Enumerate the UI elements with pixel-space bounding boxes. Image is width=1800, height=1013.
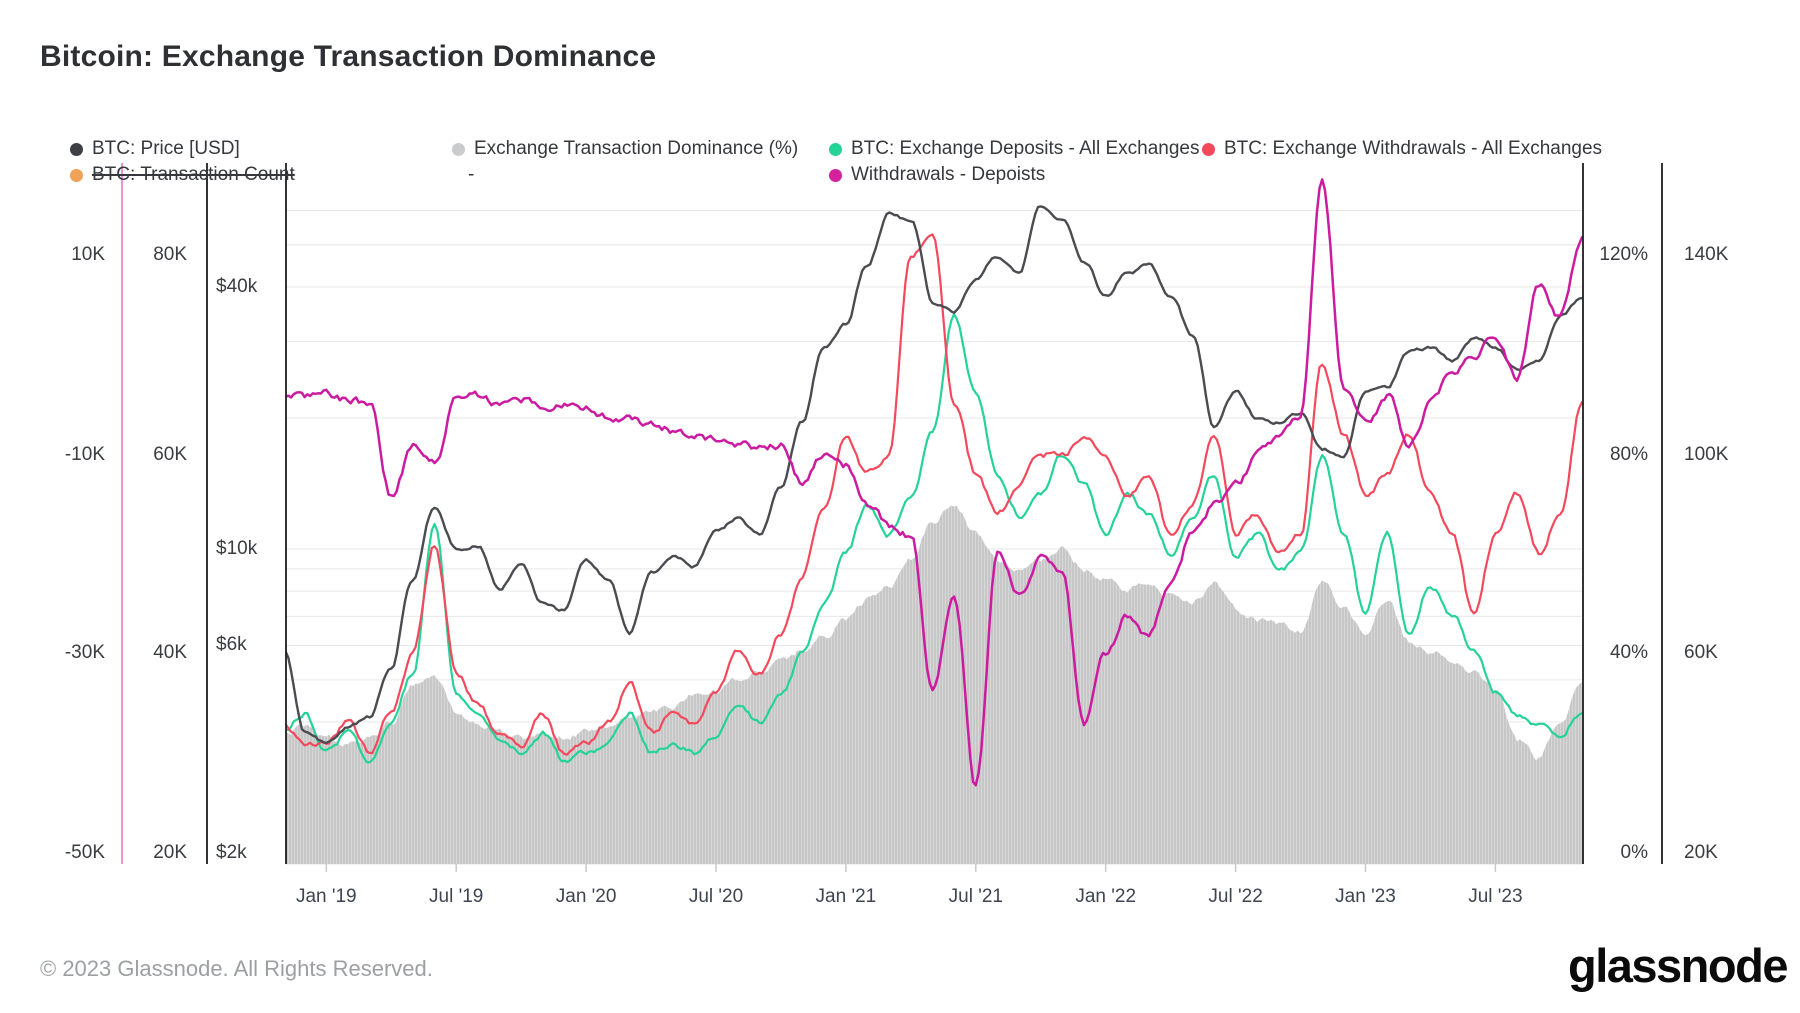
legend-dot-icon — [70, 142, 83, 156]
axis-price-label: $40k — [216, 276, 258, 298]
legend-item-1-1[interactable]: - — [468, 164, 474, 186]
legend-item-1-0[interactable]: BTC: Transaction Count — [70, 164, 295, 186]
axis-left-count-label: 40K — [153, 642, 187, 663]
axis-right-pct-label: 120% — [1599, 244, 1648, 265]
axis-left-delta-label: 10K — [71, 244, 105, 265]
legend-item-label: Exchange Transaction Dominance (%) — [474, 138, 799, 159]
legend-item-0-3[interactable]: BTC: Exchange Withdrawals - All Exchange… — [1202, 138, 1602, 160]
axis-price-label: $2k — [216, 842, 247, 863]
legend-item-label: Withdrawals - Depoists — [851, 164, 1046, 185]
axis-right-count-label: 100K — [1684, 444, 1729, 465]
glassnode-logo: glassnode — [1568, 939, 1788, 992]
x-axis-tick-label: Jul '22 — [1208, 886, 1263, 907]
axis-left-count-label: 20K — [153, 842, 187, 863]
axis-right-pct-label: 0% — [1620, 842, 1648, 863]
axis-left-delta-label: -50K — [64, 842, 105, 863]
x-axis-tick-label: Jan '21 — [815, 886, 877, 907]
x-axis-tick-label: Jul '23 — [1468, 886, 1523, 907]
axis-right-count-label: 20K — [1684, 842, 1718, 863]
axis-left-count-label: 60K — [153, 444, 187, 465]
x-axis-tick-label: Jan '20 — [555, 886, 617, 907]
legend-item-label: - — [468, 164, 475, 185]
legend-item-label: BTC: Price [USD] — [92, 138, 240, 159]
legend-item-0-1[interactable]: Exchange Transaction Dominance (%) — [452, 138, 798, 160]
axis-left-count-label: 80K — [153, 244, 187, 265]
axis-right-count-label: 140K — [1684, 244, 1729, 265]
axis-left-delta-label: -10K — [64, 444, 105, 465]
legend-item-1-2[interactable]: Withdrawals - Depoists — [829, 164, 1045, 186]
page-title: Bitcoin: Exchange Transaction Dominance — [40, 40, 657, 73]
axis-right-pct-label: 80% — [1609, 444, 1648, 465]
axis-left-delta-label: -30K — [64, 642, 105, 663]
x-axis-tick-label: Jan '23 — [1335, 886, 1396, 907]
x-axis-tick-label: Jul '19 — [429, 886, 484, 907]
legend-item-label: BTC: Exchange Deposits - All Exchanges — [851, 138, 1200, 159]
legend-dot-icon — [452, 142, 465, 156]
x-axis-tick-label: Jul '20 — [688, 886, 744, 907]
x-axis-tick-label: Jan '22 — [1075, 886, 1137, 907]
legend-dot-icon — [829, 142, 842, 156]
legend-dot-icon — [829, 168, 842, 182]
legend-item-label: BTC: Exchange Withdrawals - All Exchange… — [1224, 138, 1603, 159]
legend-item-0-2[interactable]: BTC: Exchange Deposits - All Exchanges — [829, 138, 1200, 160]
x-axis-tick-label: Jul '21 — [948, 886, 1003, 907]
legend-item-0-0[interactable]: BTC: Price [USD] — [70, 138, 240, 160]
legend-dot-icon — [1202, 142, 1215, 156]
x-axis-tick-label: Jan '19 — [295, 886, 357, 907]
legend-item-label: BTC: Transaction Count — [92, 164, 295, 185]
axis-price-label: $6k — [216, 634, 247, 656]
axis-right-pct-label: 40% — [1609, 642, 1648, 663]
axis-right-count-label: 60K — [1684, 642, 1718, 663]
axis-price-label: $10k — [216, 537, 258, 559]
footer-copyright: © 2023 Glassnode. All Rights Reserved. — [40, 956, 433, 981]
legend-dot-icon — [70, 168, 83, 182]
